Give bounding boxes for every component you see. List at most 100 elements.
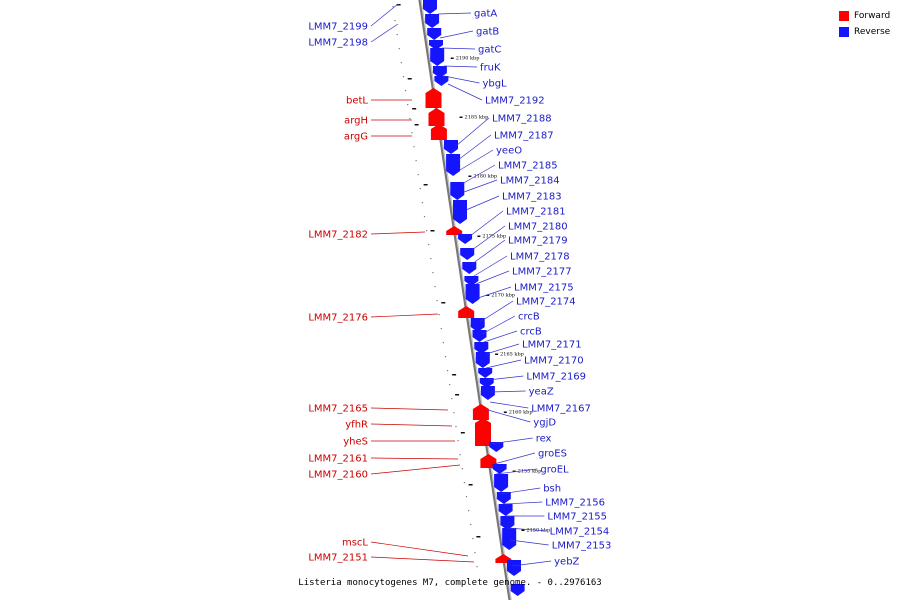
tick-mark <box>450 57 454 59</box>
guide-dot <box>453 412 455 414</box>
guide-dot <box>447 370 449 372</box>
guide-dot <box>442 342 444 344</box>
reverse-gene-label: LMM7_2179 <box>508 236 568 247</box>
reverse-gene-label: LMM7_2181 <box>506 207 566 218</box>
reverse-gene <box>464 276 479 286</box>
guide-dot <box>470 524 472 526</box>
label-leader <box>489 437 533 445</box>
guide-dot <box>472 538 474 540</box>
guide-dot <box>444 356 447 358</box>
label-leader <box>469 210 504 237</box>
reverse-gene-label: LMM7_2154 <box>550 527 610 538</box>
guide-dot <box>455 426 457 428</box>
guide-dot <box>419 188 421 190</box>
minor-dash <box>460 432 465 434</box>
map-caption: Listeria monocytogenes M7, complete geno… <box>298 578 602 588</box>
reverse-gene-label: gatB <box>476 27 499 38</box>
label-leader <box>499 487 541 495</box>
reverse-gene <box>475 352 490 368</box>
minor-dash <box>430 230 435 232</box>
reverse-gene <box>465 284 480 304</box>
reverse-gene <box>444 140 458 154</box>
reverse-gene-label: LMM7_2169 <box>526 372 586 383</box>
guide-dot <box>426 230 428 232</box>
reverse-gene <box>478 368 493 378</box>
reverse-gene <box>489 442 504 452</box>
forward-gene <box>475 418 491 446</box>
dotted-guide-line <box>392 4 481 568</box>
label-leader <box>370 313 439 318</box>
forward-gene <box>425 88 442 108</box>
reverse-gene-label: yeeO <box>496 146 522 157</box>
label-leader <box>370 464 461 475</box>
reverse-gene-label: LMM7_2178 <box>510 252 570 263</box>
reverse-gene <box>500 516 515 530</box>
label-leader <box>465 195 500 211</box>
legend-forward: Forward <box>839 9 890 22</box>
guide-dot <box>457 440 459 442</box>
label-leader <box>463 179 498 193</box>
reverse-gene-label: gatA <box>474 9 497 20</box>
reverse-gene-label: yeaZ <box>529 387 554 398</box>
forward-gene-label: LMM7_2165 <box>308 404 368 415</box>
tick-mark <box>459 116 463 118</box>
guide-dot <box>415 160 417 162</box>
label-leader <box>455 117 490 147</box>
reverse-gene-label: LMM7_2188 <box>492 114 552 125</box>
forward-gene <box>446 226 463 235</box>
label-leader <box>471 225 506 251</box>
label-leader <box>487 375 524 381</box>
legend-forward-swatch <box>839 10 849 21</box>
forward-gene-label: mscL <box>342 538 368 549</box>
label-leader <box>475 270 510 285</box>
tick-label: 2160 kbp <box>509 410 533 416</box>
guide-dot <box>474 552 476 554</box>
guide-dot <box>402 76 405 78</box>
label-leader <box>447 83 483 101</box>
label-leader <box>495 468 538 475</box>
forward-gene <box>480 454 497 468</box>
reverse-gene <box>450 182 465 200</box>
minor-dash <box>412 108 417 110</box>
reverse-gene-label: LMM7_2174 <box>516 297 576 308</box>
tick-label: 2175 kbp <box>482 234 506 240</box>
forward-gene <box>430 124 447 140</box>
reverse-gene <box>446 154 461 176</box>
label-leader <box>471 239 506 265</box>
label-leader <box>507 527 547 532</box>
label-leader <box>370 457 459 460</box>
label-leader <box>487 409 531 423</box>
label-leader <box>489 390 526 393</box>
guide-dot <box>409 118 411 120</box>
reverse-gene <box>462 262 477 274</box>
reverse-gene-label: LMM7_2187 <box>494 131 554 142</box>
label-leader <box>370 231 426 235</box>
label-leader <box>370 407 449 411</box>
reverse-gene-label: LMM7_2155 <box>547 512 607 523</box>
guide-dot <box>417 174 419 176</box>
reverse-gene-label: LMM7_2185 <box>498 161 558 172</box>
label-leader <box>370 23 399 43</box>
reverse-gene <box>502 528 517 550</box>
reverse-gene-label: crcB <box>520 327 542 338</box>
forward-gene-label: LMM7_2182 <box>308 230 368 241</box>
reverse-gene-label: LMM7_2170 <box>524 356 584 367</box>
forward-gene-label: betL <box>346 96 368 107</box>
tick-mark <box>521 529 525 531</box>
forward-gene <box>428 108 445 126</box>
label-leader <box>370 423 453 427</box>
reverse-gene-label: ygjD <box>533 418 556 429</box>
legend-reverse-swatch <box>839 26 849 37</box>
guide-dot <box>394 20 396 22</box>
tick-label: 2180 kbp <box>473 174 497 180</box>
guide-dot <box>405 90 407 92</box>
reverse-gene-label: LMM7_2177 <box>512 267 572 278</box>
guide-dot <box>432 272 434 274</box>
forward-gene-label: LMM7_2161 <box>308 454 368 465</box>
legend-reverse-label: Reverse <box>854 26 891 37</box>
reverse-gene <box>453 200 467 224</box>
minor-dash <box>468 484 473 486</box>
tick-label: 2155 kbp <box>518 469 542 475</box>
forward-gene <box>458 306 475 318</box>
reverse-gene-label: rex <box>536 434 552 445</box>
